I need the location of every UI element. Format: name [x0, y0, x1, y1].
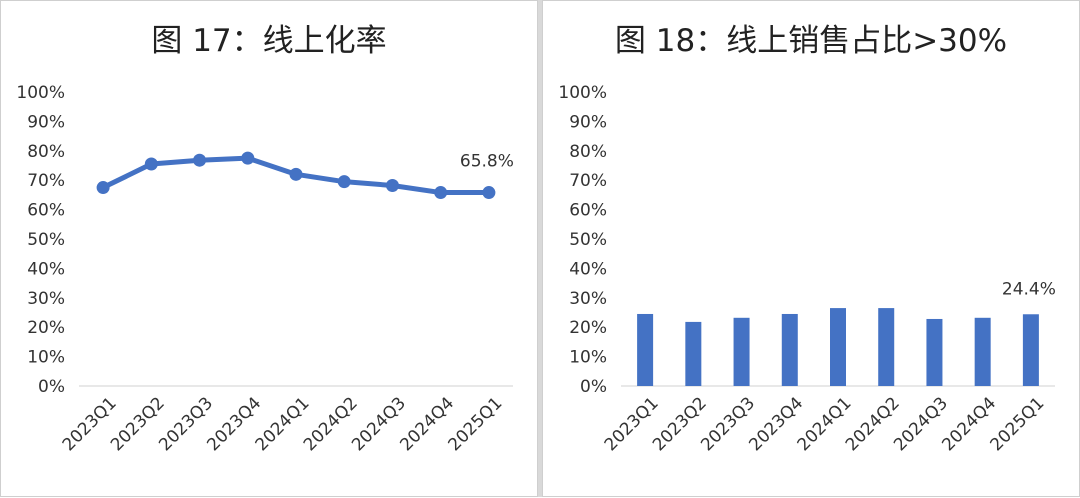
- y-tick-label: 70%: [27, 171, 65, 191]
- y-tick-label: 30%: [27, 289, 65, 309]
- data-label: 24.4%: [1002, 279, 1056, 299]
- bar: [685, 321, 702, 386]
- chart-title: 图 17：线上化率: [151, 23, 387, 59]
- data-label: 65.8%: [460, 152, 514, 172]
- y-tick-label: 60%: [569, 201, 607, 221]
- bar: [1022, 314, 1039, 386]
- bar: [878, 308, 895, 386]
- data-point: [96, 181, 110, 195]
- y-tick-label: 50%: [569, 230, 607, 250]
- y-tick-label: 90%: [569, 112, 607, 132]
- y-tick-label: 100%: [16, 83, 65, 103]
- y-tick-label: 10%: [569, 348, 607, 368]
- y-tick-label: 60%: [27, 201, 65, 221]
- bar: [733, 317, 750, 386]
- y-tick-label: 0%: [580, 377, 607, 397]
- y-tick-label: 20%: [27, 318, 65, 338]
- bar: [830, 308, 846, 386]
- panel-divider: [538, 0, 542, 497]
- x-tick-label: 2025Q1: [987, 393, 1049, 455]
- data-point: [289, 167, 303, 181]
- chart-title: 图 18：线上销售占比>30%: [614, 23, 1008, 59]
- y-tick-label: 100%: [558, 83, 607, 103]
- data-point: [337, 175, 351, 189]
- y-tick-label: 70%: [569, 171, 607, 191]
- y-tick-label: 0%: [38, 377, 65, 397]
- data-point: [385, 178, 399, 192]
- y-tick-label: 50%: [27, 230, 65, 250]
- data-point: [434, 186, 448, 200]
- bar: [637, 313, 654, 386]
- y-tick-label: 40%: [27, 259, 65, 279]
- data-point: [144, 157, 158, 171]
- x-tick-label: 2025Q1: [445, 393, 507, 455]
- y-tick-label: 80%: [27, 142, 65, 162]
- data-point: [482, 186, 496, 200]
- y-tick-label: 90%: [27, 112, 65, 132]
- data-point: [241, 151, 255, 165]
- bar-chart-online-sales-share: 0%10%20%30%40%50%60%70%80%90%100%2023Q12…: [558, 83, 1056, 455]
- data-point: [193, 153, 207, 167]
- y-tick-label: 30%: [569, 289, 607, 309]
- chart-panel-online-sales-share: 图 18：线上销售占比>30% 0% 10% 20% 30% 40% 50% 60% 70% 8…: [542, 0, 1080, 497]
- bar: [781, 313, 798, 386]
- y-tick-label: 10%: [27, 348, 65, 368]
- bar: [926, 318, 943, 386]
- y-tick-label: 80%: [569, 142, 607, 162]
- line-chart-online-rate: 0%10%20%30%40%50%60%70%80%90%100%2023Q12…: [16, 83, 514, 455]
- bar: [974, 317, 991, 386]
- y-tick-label: 40%: [569, 259, 607, 279]
- y-tick-label: 20%: [569, 318, 607, 338]
- chart-panel-online-rate: 图 17：线上化率 0% 10% 20% 30% 40% 50% 60% 70% 80% 90% 1…: [0, 0, 538, 497]
